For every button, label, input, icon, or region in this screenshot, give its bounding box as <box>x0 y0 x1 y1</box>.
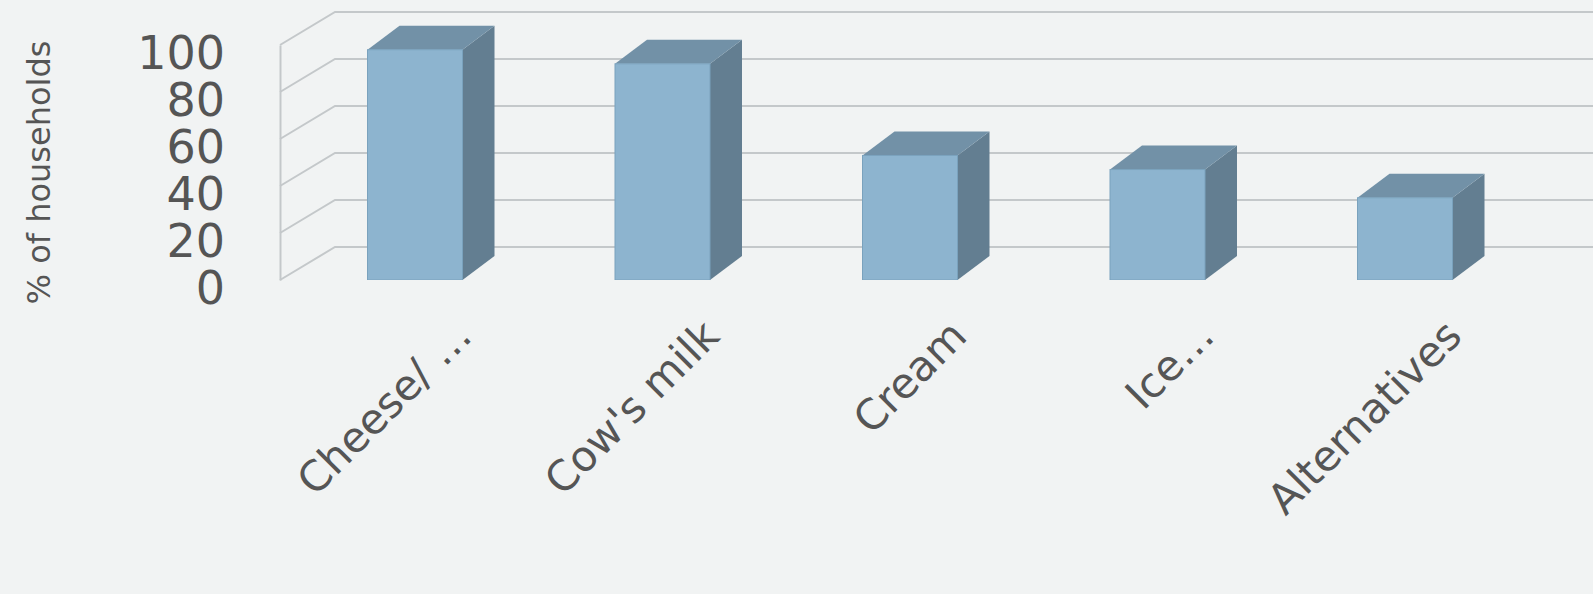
x-tick-label: Cheese/ … <box>287 311 481 505</box>
y-tick-label: 80 <box>166 73 225 127</box>
y-tick: 0 <box>196 261 280 315</box>
bar <box>1358 198 1453 280</box>
y-tick: 20 <box>166 214 280 268</box>
bar-top <box>863 131 990 155</box>
background <box>0 0 1593 594</box>
chart: 020406080100 % of households Cheese/ … Cow'… <box>0 0 1593 594</box>
bar-group <box>368 26 495 280</box>
x-tick: Cow's milk <box>535 280 729 504</box>
bar-group <box>1110 146 1237 280</box>
y-axis-line <box>280 46 282 281</box>
y-tick: 100 <box>137 26 280 80</box>
y-tick: 60 <box>166 120 280 174</box>
bar-top <box>1110 146 1237 170</box>
y-tick-label: 40 <box>166 167 225 221</box>
y-tick-label: 100 <box>137 26 225 80</box>
x-tick: Alternatives <box>1258 280 1471 524</box>
bar-group <box>1358 174 1485 280</box>
x-tick-label: Ice… <box>1116 311 1224 419</box>
bar <box>368 50 463 280</box>
bar-side <box>958 131 990 280</box>
bar-side <box>710 40 742 280</box>
y-tick: 40 <box>166 167 280 221</box>
bar-group <box>863 131 990 280</box>
y-tick-label: 60 <box>166 120 225 174</box>
bar-group <box>615 40 742 280</box>
y-axis-title: % of households <box>20 41 58 305</box>
bar <box>863 155 958 280</box>
x-tick: Cheese/ … <box>287 280 481 504</box>
x-tick-label: Cream <box>844 311 976 443</box>
x-tick-label: Cow's milk <box>535 310 729 504</box>
bar-side <box>463 26 495 280</box>
bar <box>1110 170 1205 280</box>
y-tick: 80 <box>166 73 280 127</box>
bar-top <box>1358 174 1485 198</box>
x-tick: Cream <box>844 280 976 443</box>
bar <box>615 64 710 280</box>
bar-top <box>615 40 742 64</box>
x-tick-label: Alternatives <box>1258 311 1471 524</box>
y-axis: 020406080100 <box>137 26 280 315</box>
bar-top <box>368 26 495 50</box>
y-tick-label: 0 <box>196 261 225 315</box>
x-axis: Cheese/ … Cow's milk Cream Ice… Alternatives <box>287 280 1471 524</box>
y-tick-label: 20 <box>166 214 225 268</box>
bars <box>368 26 1485 280</box>
x-tick: Ice… <box>1116 280 1224 419</box>
grid <box>280 12 1593 280</box>
